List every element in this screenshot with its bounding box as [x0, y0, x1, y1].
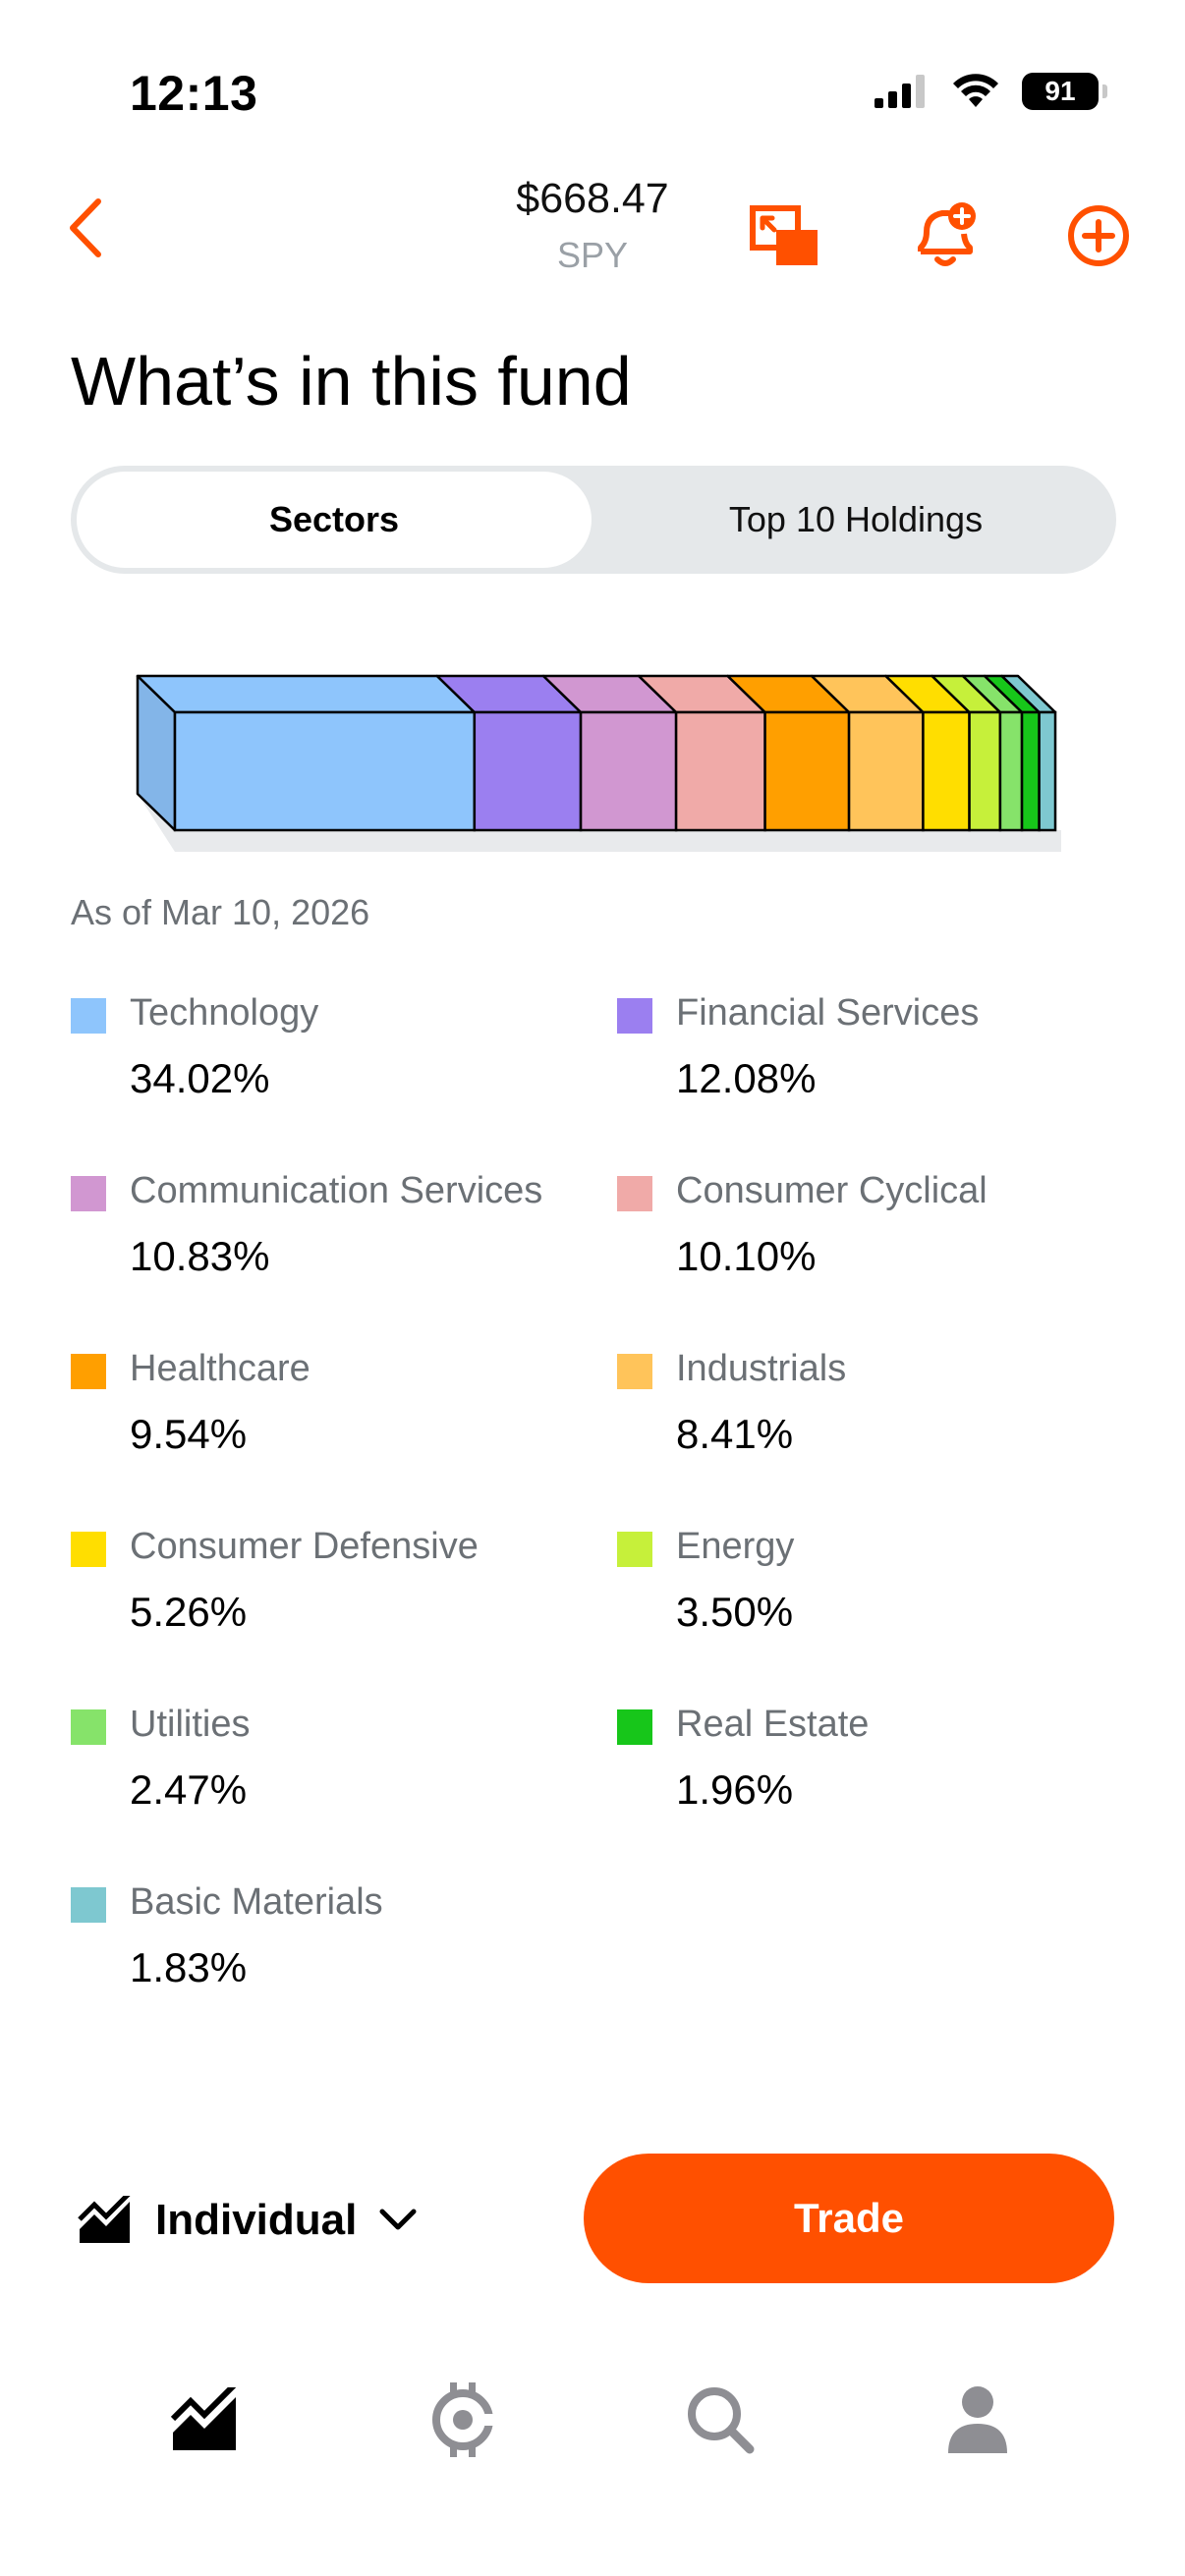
tab-search[interactable]: [676, 2376, 764, 2464]
legend-sector-name: Communication Services: [130, 1170, 543, 1211]
chart-bar-top-1: [136, 674, 477, 714]
add-to-list-button[interactable]: [1059, 196, 1138, 275]
legend-swatch: [617, 1532, 652, 1567]
bell-plus-icon: [918, 202, 976, 266]
cellular-signal-icon: [875, 75, 925, 108]
chart-bar-2: [473, 710, 583, 832]
legend-sector-name: Financial Services: [676, 992, 980, 1034]
legend-sector-value: 1.96%: [676, 1766, 794, 1813]
chart-bar-5: [763, 710, 851, 832]
person-icon: [948, 2386, 1007, 2453]
sector-bar-svg: [136, 674, 1061, 852]
legend-sector-name: Consumer Defensive: [130, 1526, 479, 1567]
back-button[interactable]: [55, 189, 114, 267]
chart-trend-icon: [170, 2387, 237, 2450]
legend-item: Financial Services 12.08%: [617, 992, 1128, 1140]
chart-bar-1: [173, 710, 477, 832]
legend-swatch: [71, 998, 106, 1034]
legend-item: Communication Services 10.83%: [71, 1170, 582, 1317]
chart-bar-10: [1020, 710, 1041, 832]
picture-in-picture-icon: [750, 205, 818, 265]
plus-circle-icon: [1068, 205, 1129, 266]
wifi-icon: [953, 74, 998, 107]
legend-sector-name: Industrials: [676, 1348, 847, 1389]
legend-sector-value: 34.02%: [130, 1055, 270, 1101]
account-selector[interactable]: Individual: [77, 2183, 418, 2258]
legend-item: Basic Materials 1.83%: [71, 1881, 582, 2029]
trade-button[interactable]: Trade: [584, 2154, 1114, 2283]
page-title: What’s in this fund: [71, 343, 632, 420]
chart-trend-icon: [78, 2196, 131, 2243]
sector-chart: [128, 668, 1071, 865]
legend-item: Consumer Cyclical 10.10%: [617, 1170, 1128, 1317]
legend-sector-value: 9.54%: [130, 1411, 248, 1457]
search-icon: [688, 2387, 755, 2454]
legend-sector-value: 2.47%: [130, 1766, 248, 1813]
legend-item: Technology 34.02%: [71, 992, 582, 1140]
legend-swatch: [617, 1176, 652, 1211]
legend-sector-name: Utilities: [130, 1704, 251, 1745]
legend-swatch: [71, 1354, 106, 1389]
legend-swatch: [71, 1532, 106, 1567]
legend-swatch: [71, 1709, 106, 1745]
legend-item: Healthcare 9.54%: [71, 1348, 582, 1495]
header-price: $668.47: [516, 175, 669, 222]
chart-bar-11: [1038, 710, 1057, 832]
legend-sector-name: Basic Materials: [130, 1881, 383, 1923]
tab-portfolio[interactable]: [160, 2376, 249, 2464]
chevron-left-icon: [70, 198, 101, 257]
legend-item: Consumer Defensive 5.26%: [71, 1526, 582, 1673]
legend-sector-value: 1.83%: [130, 1944, 248, 1990]
status-bar: 12:13 91: [0, 0, 1185, 147]
crypto-icon: [432, 2382, 495, 2457]
picture-in-picture-button[interactable]: [745, 196, 823, 275]
status-icons: 91: [875, 73, 1107, 110]
chart-bar-4: [674, 710, 766, 832]
chart-bar-8: [968, 710, 1002, 832]
legend-sector-value: 3.50%: [676, 1589, 794, 1635]
legend-swatch: [617, 1709, 652, 1745]
legend-swatch: [71, 1176, 106, 1211]
legend-sector-value: 8.41%: [676, 1411, 794, 1457]
legend-sector-value: 10.10%: [676, 1233, 817, 1279]
chart-bar-7: [922, 710, 971, 832]
legend-swatch: [71, 1887, 106, 1923]
header-quote: $668.47 SPY: [396, 175, 789, 276]
battery-nub: [1102, 84, 1107, 98]
tab-crypto[interactable]: [419, 2376, 507, 2464]
chevron-down-icon: [379, 2209, 417, 2230]
chart-bar-9: [998, 710, 1024, 832]
header: $668.47 SPY: [0, 167, 1185, 305]
legend-sector-value: 5.26%: [130, 1589, 248, 1635]
legend-sector-name: Technology: [130, 992, 319, 1034]
chart-bar-3: [579, 710, 678, 832]
legend-item: Real Estate 1.96%: [617, 1704, 1128, 1851]
tab-sectors[interactable]: Sectors: [77, 472, 592, 568]
bottom-tab-bar: [0, 2358, 1185, 2476]
legend-item: Utilities 2.47%: [71, 1704, 582, 1851]
segmented-control: Sectors Top 10 Holdings: [71, 466, 1116, 574]
status-time: 12:13: [130, 66, 258, 121]
legend-sector-name: Healthcare: [130, 1348, 310, 1389]
add-alert-button[interactable]: [906, 196, 985, 275]
legend-sector-name: Consumer Cyclical: [676, 1170, 988, 1211]
chart-bar-6: [847, 710, 925, 832]
header-symbol: SPY: [556, 235, 629, 275]
legend-sector-value: 10.83%: [130, 1233, 270, 1279]
as-of-date: As of Mar 10, 2026: [71, 892, 370, 932]
legend-sector-value: 12.08%: [676, 1055, 817, 1101]
tab-account[interactable]: [933, 2376, 1022, 2464]
legend-swatch: [617, 1354, 652, 1389]
legend-item: Industrials 8.41%: [617, 1348, 1128, 1495]
legend-sector-name: Real Estate: [676, 1704, 870, 1745]
tab-top-holdings[interactable]: Top 10 Holdings: [728, 499, 984, 539]
legend-swatch: [617, 998, 652, 1034]
legend-sector-name: Energy: [676, 1526, 795, 1567]
account-label: Individual: [155, 2196, 358, 2244]
battery-indicator: 91: [1022, 73, 1107, 110]
battery-level: 91: [1044, 76, 1076, 106]
legend-item: Energy 3.50%: [617, 1526, 1128, 1673]
